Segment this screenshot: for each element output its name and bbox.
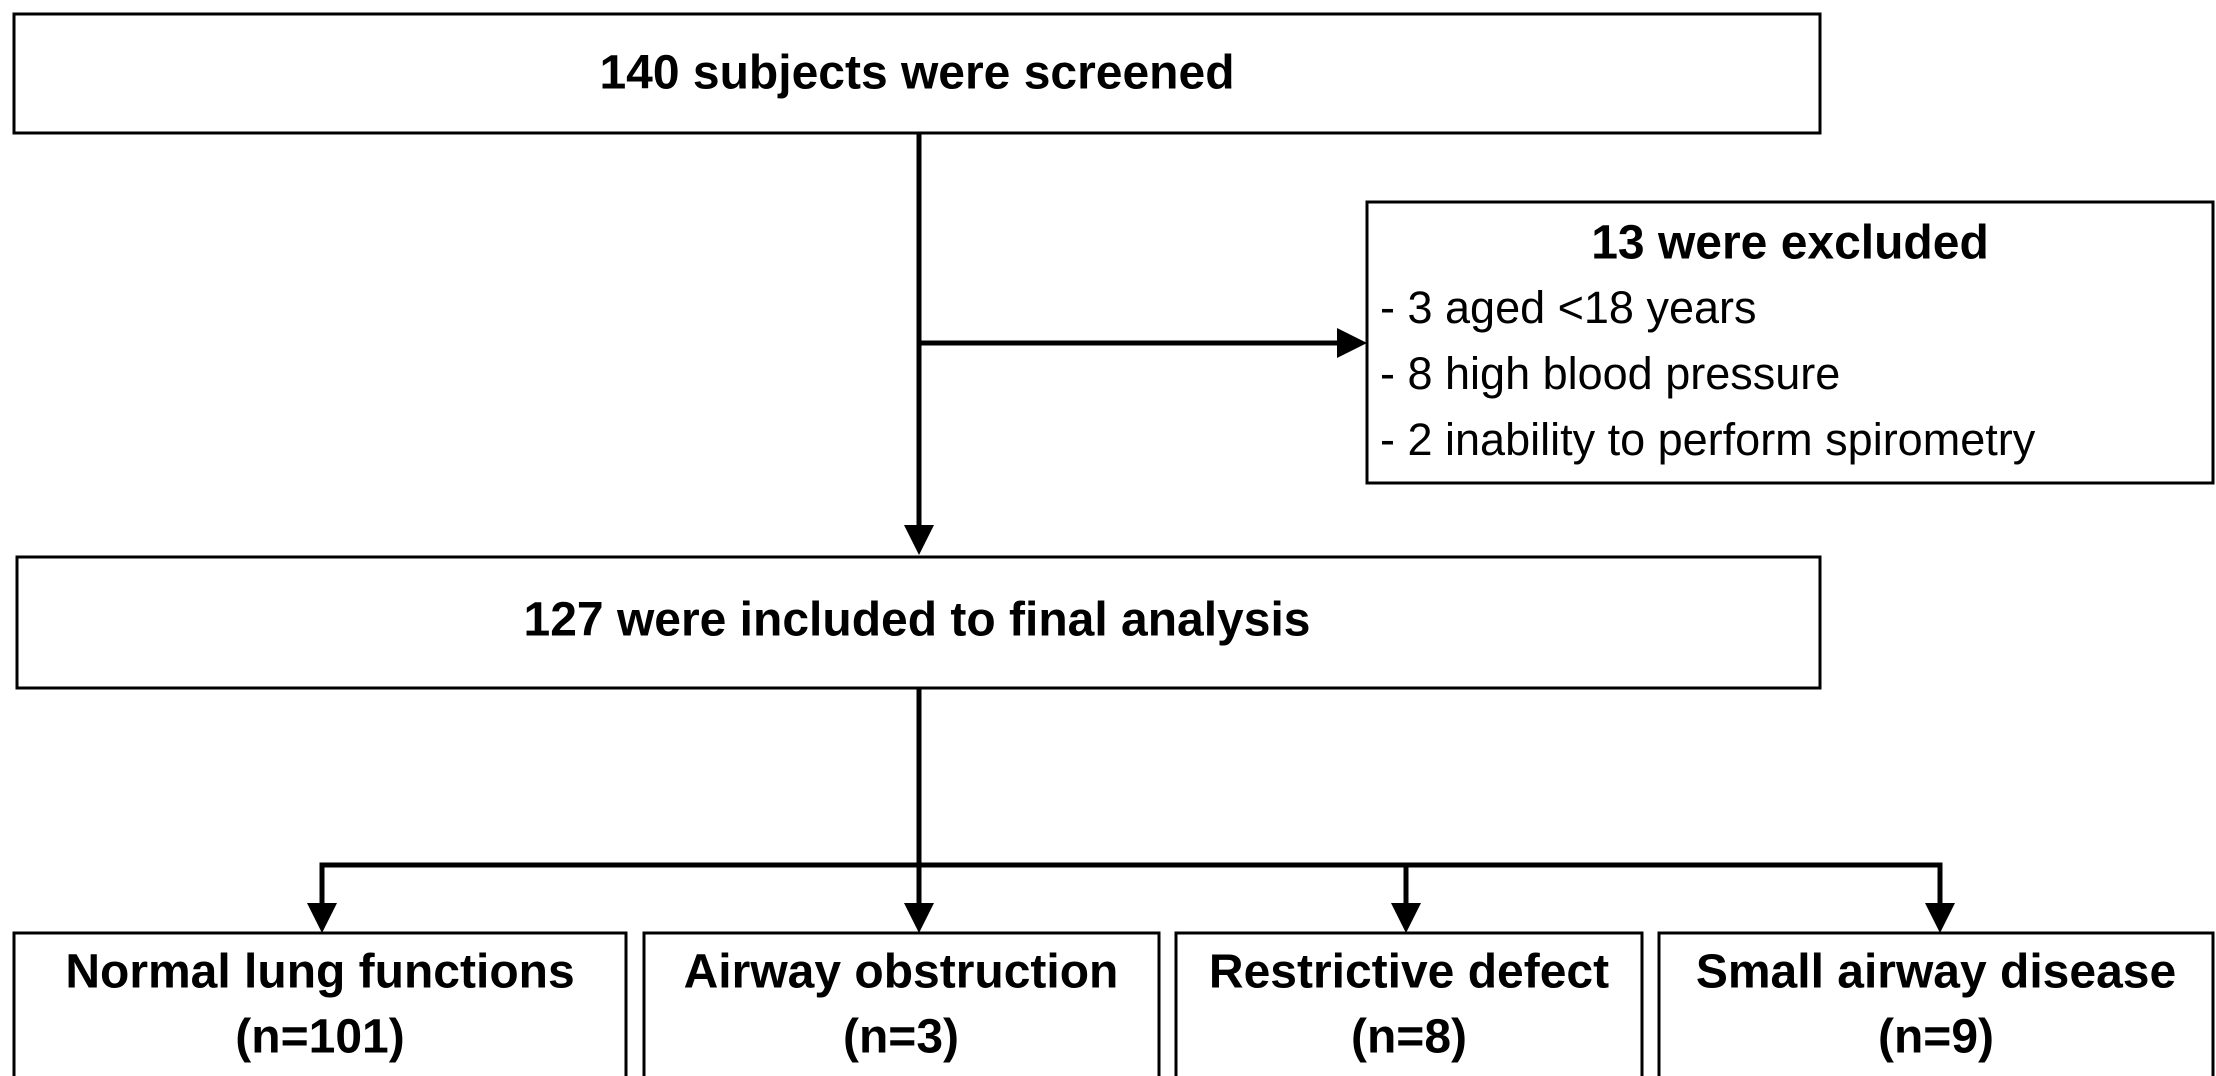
- group-n: (n=3): [843, 1011, 959, 1064]
- box: [12, 931, 628, 1076]
- box: [15, 555, 1822, 690]
- node-label: 140 subjects were screened: [599, 47, 1234, 100]
- group-label: Airway obstruction: [684, 946, 1119, 999]
- node-item: - 3 aged <18 years: [1380, 282, 1757, 333]
- group-label: Normal lung functions: [65, 946, 574, 999]
- node-item: - 2 inability to perform spirometry: [1380, 414, 2036, 465]
- box: [12, 12, 1822, 135]
- group-n: (n=9): [1878, 1011, 1994, 1064]
- node-label: 127 were included to final analysis: [524, 594, 1311, 647]
- group-label: Restrictive defect: [1209, 946, 1609, 999]
- group-n: (n=101): [235, 1011, 404, 1064]
- connectors: [307, 133, 1955, 933]
- line: [319, 862, 1943, 870]
- box: [1657, 931, 2215, 1076]
- group-label: Small airway disease: [1696, 946, 2176, 999]
- node-title: 13 were excluded: [1591, 217, 1989, 270]
- group-nodes: Normal lung functions (n=101) Airway obs…: [12, 931, 2215, 1076]
- box: [1365, 200, 2215, 485]
- node-item: - 8 high blood pressure: [1380, 348, 1840, 399]
- included-node: 127 were included to final analysis: [15, 555, 1822, 690]
- box: [642, 931, 1161, 1076]
- group-n: (n=8): [1351, 1011, 1467, 1064]
- screened-node: 140 subjects were screened: [12, 12, 1822, 135]
- box: [1174, 931, 1644, 1076]
- excluded-node: 13 were excluded - 3 aged <18 years - 8 …: [1365, 200, 2215, 485]
